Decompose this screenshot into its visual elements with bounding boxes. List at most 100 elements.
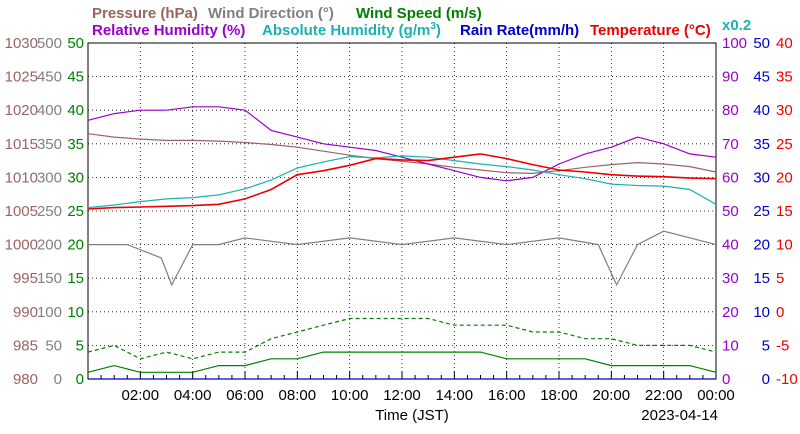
y-tick-label: 35	[67, 136, 84, 153]
y-tick-label: 400	[37, 102, 62, 119]
legend-relative-humidity: Relative Humidity (%)	[92, 22, 245, 39]
y-tick-label: 35	[776, 69, 793, 86]
series-temperature	[87, 153, 717, 210]
y-tick-label: 10	[722, 337, 739, 354]
y-tick-label: 70	[722, 136, 739, 153]
y-tick-label: 25	[776, 136, 793, 153]
y-tick-label: 1020	[5, 102, 38, 119]
y-tick-label: 45	[753, 69, 770, 86]
legend-absolute-humidity-text: Absolute Humidity (g/m	[262, 22, 430, 39]
y-tick-label: 1025	[5, 69, 38, 86]
axis-rain-ticks: 0 5 10 15 20 25 30 35 40 45 50	[753, 35, 770, 388]
y-tick-label: 50	[67, 35, 84, 52]
y-tick-label: 350	[37, 136, 62, 153]
y-tick-label: 20	[722, 304, 739, 321]
y-tick-label: 1030	[5, 35, 38, 52]
y-tick-label: 1010	[5, 169, 38, 186]
y-tick-label: 1015	[5, 136, 38, 153]
x-tick-label: 22:00	[645, 387, 683, 404]
legend-temperature-unit: °C	[689, 22, 706, 39]
y-tick-label: 20	[753, 237, 770, 254]
axis-wind-direction-ticks: 0 50 100 150 200 250 300 350 400 450 500	[37, 35, 62, 388]
y-tick-label: 985	[13, 337, 38, 354]
y-tick-label: 25	[67, 203, 84, 220]
x-tick-label: 00:00	[697, 387, 735, 404]
y-tick-label: 40	[776, 35, 793, 52]
y-tick-label: 100	[722, 35, 747, 52]
y-tick-label: 30	[67, 169, 84, 186]
x-tick-label: 20:00	[593, 387, 631, 404]
axis-pressure-ticks: 980 985 990 995 1000 1005 1010 1015 1020 1025 1030	[5, 35, 38, 388]
axis-wind-speed-ticks: 0 5 10 15 20 25 30 35 40 45 50	[67, 35, 84, 388]
legend-temperature: Temperature (°C)	[590, 22, 711, 39]
y-tick-label: 200	[37, 237, 62, 254]
y-tick-label: 10	[67, 304, 84, 321]
legend-rain-rate: Rain Rate(mm/h)	[460, 22, 579, 39]
y-tick-label: 5	[776, 270, 784, 287]
legend-absolute-humidity-close: )	[436, 22, 441, 39]
y-tick-label: 50	[722, 203, 739, 220]
y-tick-label: 45	[67, 69, 84, 86]
x-axis-label: Time (JST)	[375, 407, 449, 424]
y-tick-label: 30	[776, 102, 793, 119]
y-tick-label: 0	[722, 371, 730, 388]
legend-absolute-humidity-sup: 3	[430, 21, 436, 32]
x-tick-label: 08:00	[279, 387, 317, 404]
y-tick-label: 450	[37, 69, 62, 86]
x-tick-label: 18:00	[540, 387, 578, 404]
y-tick-label: 15	[67, 270, 84, 287]
plot-grid	[87, 43, 717, 379]
y-tick-label: 0	[762, 371, 770, 388]
y-tick-label: 40	[722, 237, 739, 254]
legend-absolute-humidity: Absolute Humidity (g/m3)	[262, 21, 441, 39]
y-tick-label: 40	[67, 102, 84, 119]
legend-wind-speed: Wind Speed (m/s)	[356, 5, 482, 22]
x-tick-label: 06:00	[226, 387, 264, 404]
x-tick-label: 04:00	[174, 387, 212, 404]
y-tick-label: 60	[722, 169, 739, 186]
x-tick-label: 14:00	[436, 387, 474, 404]
y-tick-label: 980	[13, 371, 38, 388]
y-tick-label: 35	[753, 136, 770, 153]
series-group	[87, 106, 717, 380]
y-tick-label: 300	[37, 169, 62, 186]
y-tick-label: 10	[753, 304, 770, 321]
x-tick-label: 16:00	[488, 387, 526, 404]
y-tick-label: 0	[54, 371, 62, 388]
y-tick-label: 50	[45, 337, 62, 354]
y-tick-label: 150	[37, 270, 62, 287]
y-tick-label: 80	[722, 102, 739, 119]
y-tick-label: 20	[67, 237, 84, 254]
legend-pressure: Pressure (hPa)	[92, 5, 198, 22]
axis-humidity-ticks: 0 10 20 30 40 50 60 70 80 90 100	[722, 35, 747, 388]
y-tick-label: 90	[722, 69, 739, 86]
y-tick-label: -5	[776, 337, 789, 354]
series-wind-speed-avg	[87, 351, 717, 373]
legend-wind-direction: Wind Direction (°)	[208, 5, 334, 22]
x-tick-label: 10:00	[331, 387, 369, 404]
y-tick-label: 100	[37, 304, 62, 321]
y-tick-label: 15	[753, 270, 770, 287]
y-tick-label: 1005	[5, 203, 38, 220]
y-tick-label: 990	[13, 304, 38, 321]
y-tick-label: 500	[37, 35, 62, 52]
y-tick-label: 995	[13, 270, 38, 287]
abs-humidity-scale-note: x0.2	[722, 17, 751, 34]
legend-temperature-text: Temperature (	[590, 22, 689, 39]
axis-temperature-ticks: -10 -5 0 5 10 15 20 25 30 35 40	[776, 35, 798, 388]
date-label: 2023-04-14	[641, 407, 718, 424]
series-absolute-humidity	[87, 155, 717, 209]
y-tick-label: 250	[37, 203, 62, 220]
series-relative-humidity	[87, 106, 717, 182]
y-tick-label: 5	[76, 337, 84, 354]
x-tick-label: 02:00	[122, 387, 160, 404]
y-tick-label: 50	[753, 35, 770, 52]
y-tick-label: 30	[753, 169, 770, 186]
y-tick-label: 40	[753, 102, 770, 119]
series-wind-speed-max	[87, 317, 717, 360]
axis-time-ticks: 02:00 04:00 06:00 08:00 10:00 12:00 14:00 16:00…	[122, 387, 735, 404]
y-tick-label: 20	[776, 169, 793, 186]
series-wind-direction	[88, 230, 717, 287]
y-tick-label: 30	[722, 270, 739, 287]
